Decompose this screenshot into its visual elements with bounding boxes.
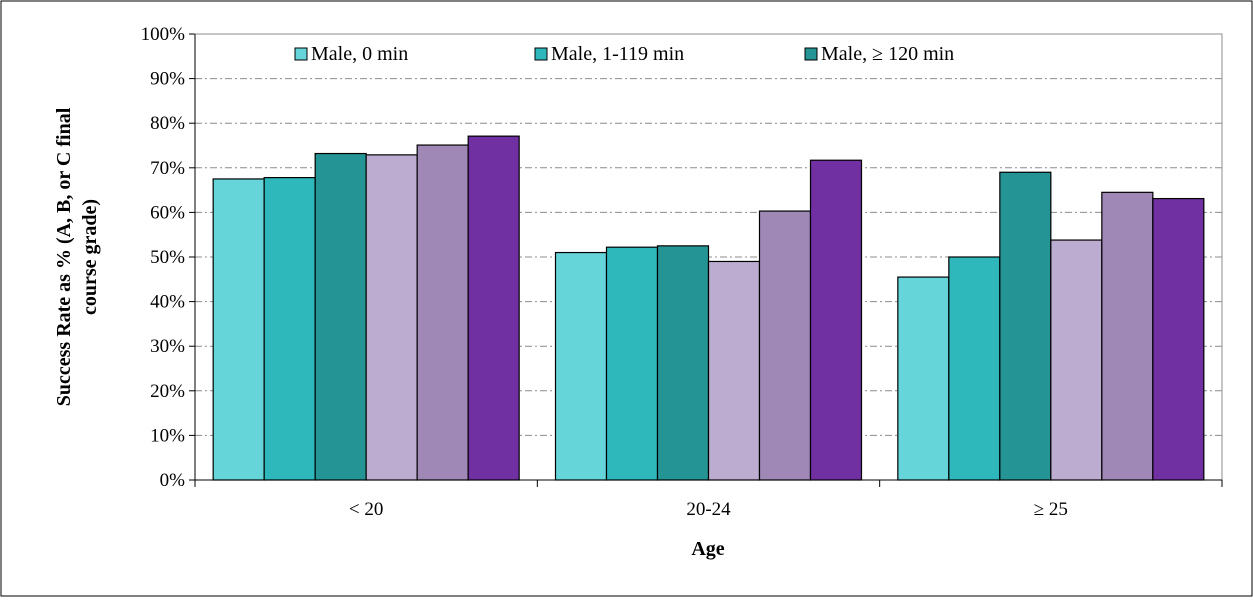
bar (758, 210, 812, 481)
y-tick-label: 80% (150, 113, 185, 134)
x-tick-label: 20-24 (686, 499, 731, 520)
bar (467, 135, 520, 481)
legend-swatch (534, 47, 548, 61)
bar (365, 154, 418, 481)
y-tick-label: 100% (141, 24, 186, 45)
bar (1101, 191, 1154, 481)
y-axis-label-text: Success Rate as % (A, B, or C final cours… (53, 107, 101, 406)
bar (1152, 197, 1205, 481)
bar (999, 171, 1052, 481)
y-tick-label: 40% (150, 292, 185, 313)
y-tick-label: 0% (160, 470, 186, 491)
legend-swatch (804, 47, 818, 61)
legend-swatch (294, 47, 308, 61)
bar (212, 178, 265, 481)
bar (314, 152, 367, 481)
tick-labels: 0% 10% 20% 30% 40% 50% 60% 70% 80% 90% 100% < 20 20-… (141, 24, 1068, 520)
x-tick-label: ≥ 25 (1034, 499, 1068, 520)
y-tick-label: 10% (150, 425, 185, 446)
y-tick-label: 60% (150, 202, 185, 223)
axes (189, 33, 1223, 487)
y-tick-label: 90% (150, 69, 185, 90)
x-tick-label: < 20 (349, 499, 383, 520)
bar (809, 159, 863, 481)
y-axis-label: Success Rate as % (A, B, or C final cours… (53, 107, 101, 406)
x-axis-label: Age (691, 538, 724, 560)
legend-label: Male, 0 min (311, 43, 408, 65)
bar (1050, 239, 1103, 481)
bar (897, 276, 950, 481)
bar (263, 177, 316, 481)
bar (554, 251, 608, 481)
y-tick-label: 20% (150, 381, 185, 402)
y-tick-label: 30% (150, 336, 185, 357)
bar (948, 256, 1001, 481)
legend-label: Male, 1-119 min (551, 43, 684, 65)
y-tick-label: 70% (150, 158, 185, 179)
bar (707, 260, 761, 481)
legend-label: Male, ≥ 120 min (821, 43, 954, 65)
bar (656, 245, 710, 481)
bar (605, 246, 659, 481)
bar (416, 144, 469, 481)
bars (212, 135, 1205, 481)
y-tick-label: 50% (150, 247, 185, 268)
legend: Male, 0 min Male, 1-119 min Male, ≥ 120 mi… (294, 43, 954, 65)
